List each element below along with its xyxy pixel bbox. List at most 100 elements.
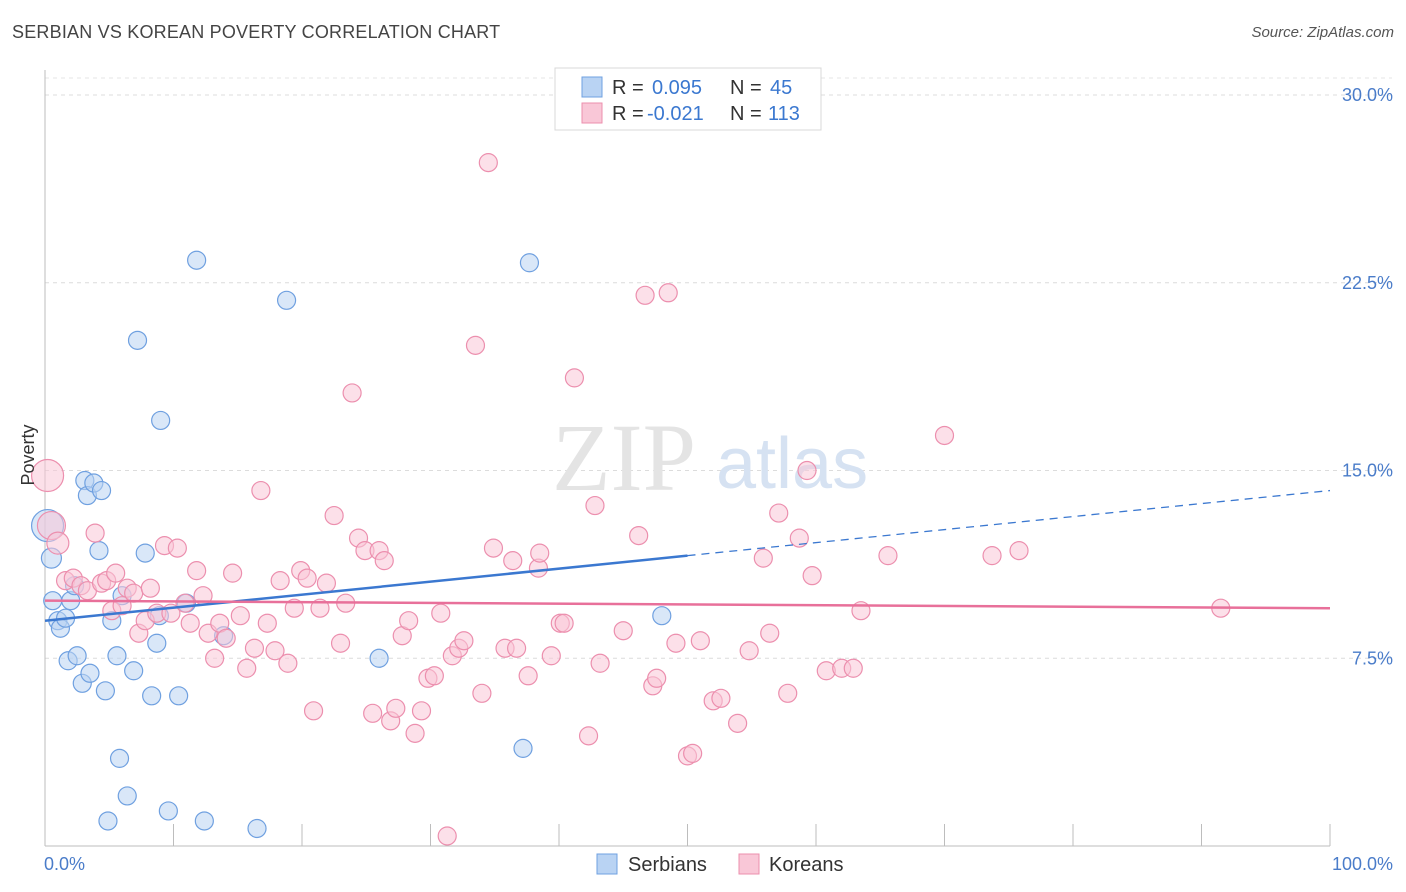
y-tick-label: 7.5% xyxy=(1352,648,1393,668)
koreans-point xyxy=(330,633,351,653)
koreans-point xyxy=(257,613,277,633)
koreans-point xyxy=(270,571,290,591)
source-label: Source: ZipAtlas.com xyxy=(1251,24,1394,41)
koreans-point xyxy=(506,638,527,658)
koreans-point xyxy=(797,460,817,481)
serbians-point xyxy=(142,686,162,706)
koreans-point xyxy=(316,573,337,593)
serbians-point xyxy=(194,811,214,831)
y-tick-label: 30.0% xyxy=(1342,85,1393,105)
koreans-point xyxy=(310,598,330,618)
koreans-point xyxy=(518,666,538,686)
koreans-point xyxy=(180,613,200,633)
serbians-point xyxy=(98,811,118,831)
stats-r-value-2: -0.021 xyxy=(647,103,704,125)
legend-swatch-serbians xyxy=(596,853,618,875)
koreans-point xyxy=(878,546,898,566)
stats-r-value-1: 0.095 xyxy=(652,77,702,99)
koreans-point xyxy=(982,546,1002,566)
stats-swatch-koreans xyxy=(581,102,603,124)
koreans-point xyxy=(303,701,324,721)
stats-legend: R = 0.095 N = 45 R = -0.021 N = 113 xyxy=(554,67,822,131)
grid-layer xyxy=(45,77,1392,659)
stats-r-label-2: R = xyxy=(612,103,644,125)
serbians-point xyxy=(109,748,130,768)
serbians-point xyxy=(80,663,100,683)
y-axis-label: Poverty xyxy=(18,424,38,485)
koreans-point xyxy=(802,566,822,586)
serbians-point xyxy=(95,681,115,701)
serbians-point xyxy=(147,633,167,653)
koreans-point xyxy=(237,658,257,678)
koreans-point xyxy=(424,666,444,686)
serbians-point xyxy=(652,606,672,626)
koreans-point xyxy=(278,653,298,673)
serbians-point xyxy=(124,661,144,681)
koreans-trend-line xyxy=(44,599,1331,610)
koreans-point xyxy=(530,543,550,563)
koreans-point xyxy=(728,713,748,733)
koreans-point xyxy=(244,638,265,658)
koreans-point xyxy=(478,153,498,173)
stats-swatch-serbians xyxy=(581,76,603,98)
koreans-point xyxy=(411,701,432,721)
koreans-point xyxy=(578,726,599,746)
stats-n-value-2: 113 xyxy=(768,103,800,125)
koreans-point xyxy=(554,613,574,633)
koreans-point xyxy=(124,583,144,603)
serbians-point xyxy=(117,786,137,806)
koreans-point xyxy=(251,480,271,501)
stats-n-label-2: N = xyxy=(730,103,762,125)
serbians-point xyxy=(247,818,267,839)
koreans-point xyxy=(666,633,686,653)
koreans-point xyxy=(265,641,285,661)
serbians-point xyxy=(67,646,87,666)
koreans-point xyxy=(711,688,731,708)
koreans-point xyxy=(324,505,344,526)
legend-label-koreans: Koreans xyxy=(769,854,844,876)
x-tick-label: 0.0% xyxy=(44,854,85,874)
serbians-point xyxy=(135,543,155,563)
points-layer xyxy=(30,153,1231,846)
koreans-point xyxy=(613,621,633,641)
koreans-point xyxy=(342,383,362,403)
tick-layer: 7.5% 15.0% 22.5% 30.0% 0.0% 100.0% xyxy=(44,85,1393,874)
serbians-point xyxy=(519,253,540,273)
koreans-point xyxy=(431,603,451,623)
watermark: ZIP atlas xyxy=(552,404,868,511)
serbians-point xyxy=(91,480,112,501)
koreans-point xyxy=(175,593,195,613)
koreans-point xyxy=(483,538,504,558)
serbians-point xyxy=(151,410,171,431)
koreans-point xyxy=(769,503,789,523)
koreans-point xyxy=(503,551,523,571)
trend-layer xyxy=(44,489,1331,622)
koreans-point xyxy=(590,653,610,673)
serbians-point xyxy=(89,541,109,561)
koreans-point xyxy=(585,495,605,516)
koreans-point xyxy=(472,683,492,703)
watermark-atlas: atlas xyxy=(716,424,868,504)
koreans-point xyxy=(635,285,655,305)
x-tick-label: 100.0% xyxy=(1332,854,1393,874)
series-legend: Serbians Koreans xyxy=(596,853,844,876)
koreans-point xyxy=(760,623,780,643)
koreans-point xyxy=(683,743,703,763)
koreans-point xyxy=(1009,541,1029,561)
koreans-point xyxy=(405,723,425,743)
koreans-point xyxy=(739,641,759,661)
koreans-point xyxy=(284,598,304,618)
koreans-point xyxy=(629,525,649,546)
serbians-point xyxy=(513,738,533,758)
koreans-point xyxy=(789,528,809,548)
koreans-point xyxy=(564,368,585,388)
serbians-point xyxy=(107,646,127,666)
serbians-point xyxy=(276,290,297,310)
y-tick-label: 22.5% xyxy=(1342,273,1393,293)
koreans-point xyxy=(230,606,250,626)
koreans-point xyxy=(465,335,486,355)
stats-r-label-1: R = xyxy=(612,77,644,99)
koreans-point xyxy=(690,631,710,651)
koreans-point xyxy=(223,563,243,583)
serbians-trend-line xyxy=(44,554,688,622)
